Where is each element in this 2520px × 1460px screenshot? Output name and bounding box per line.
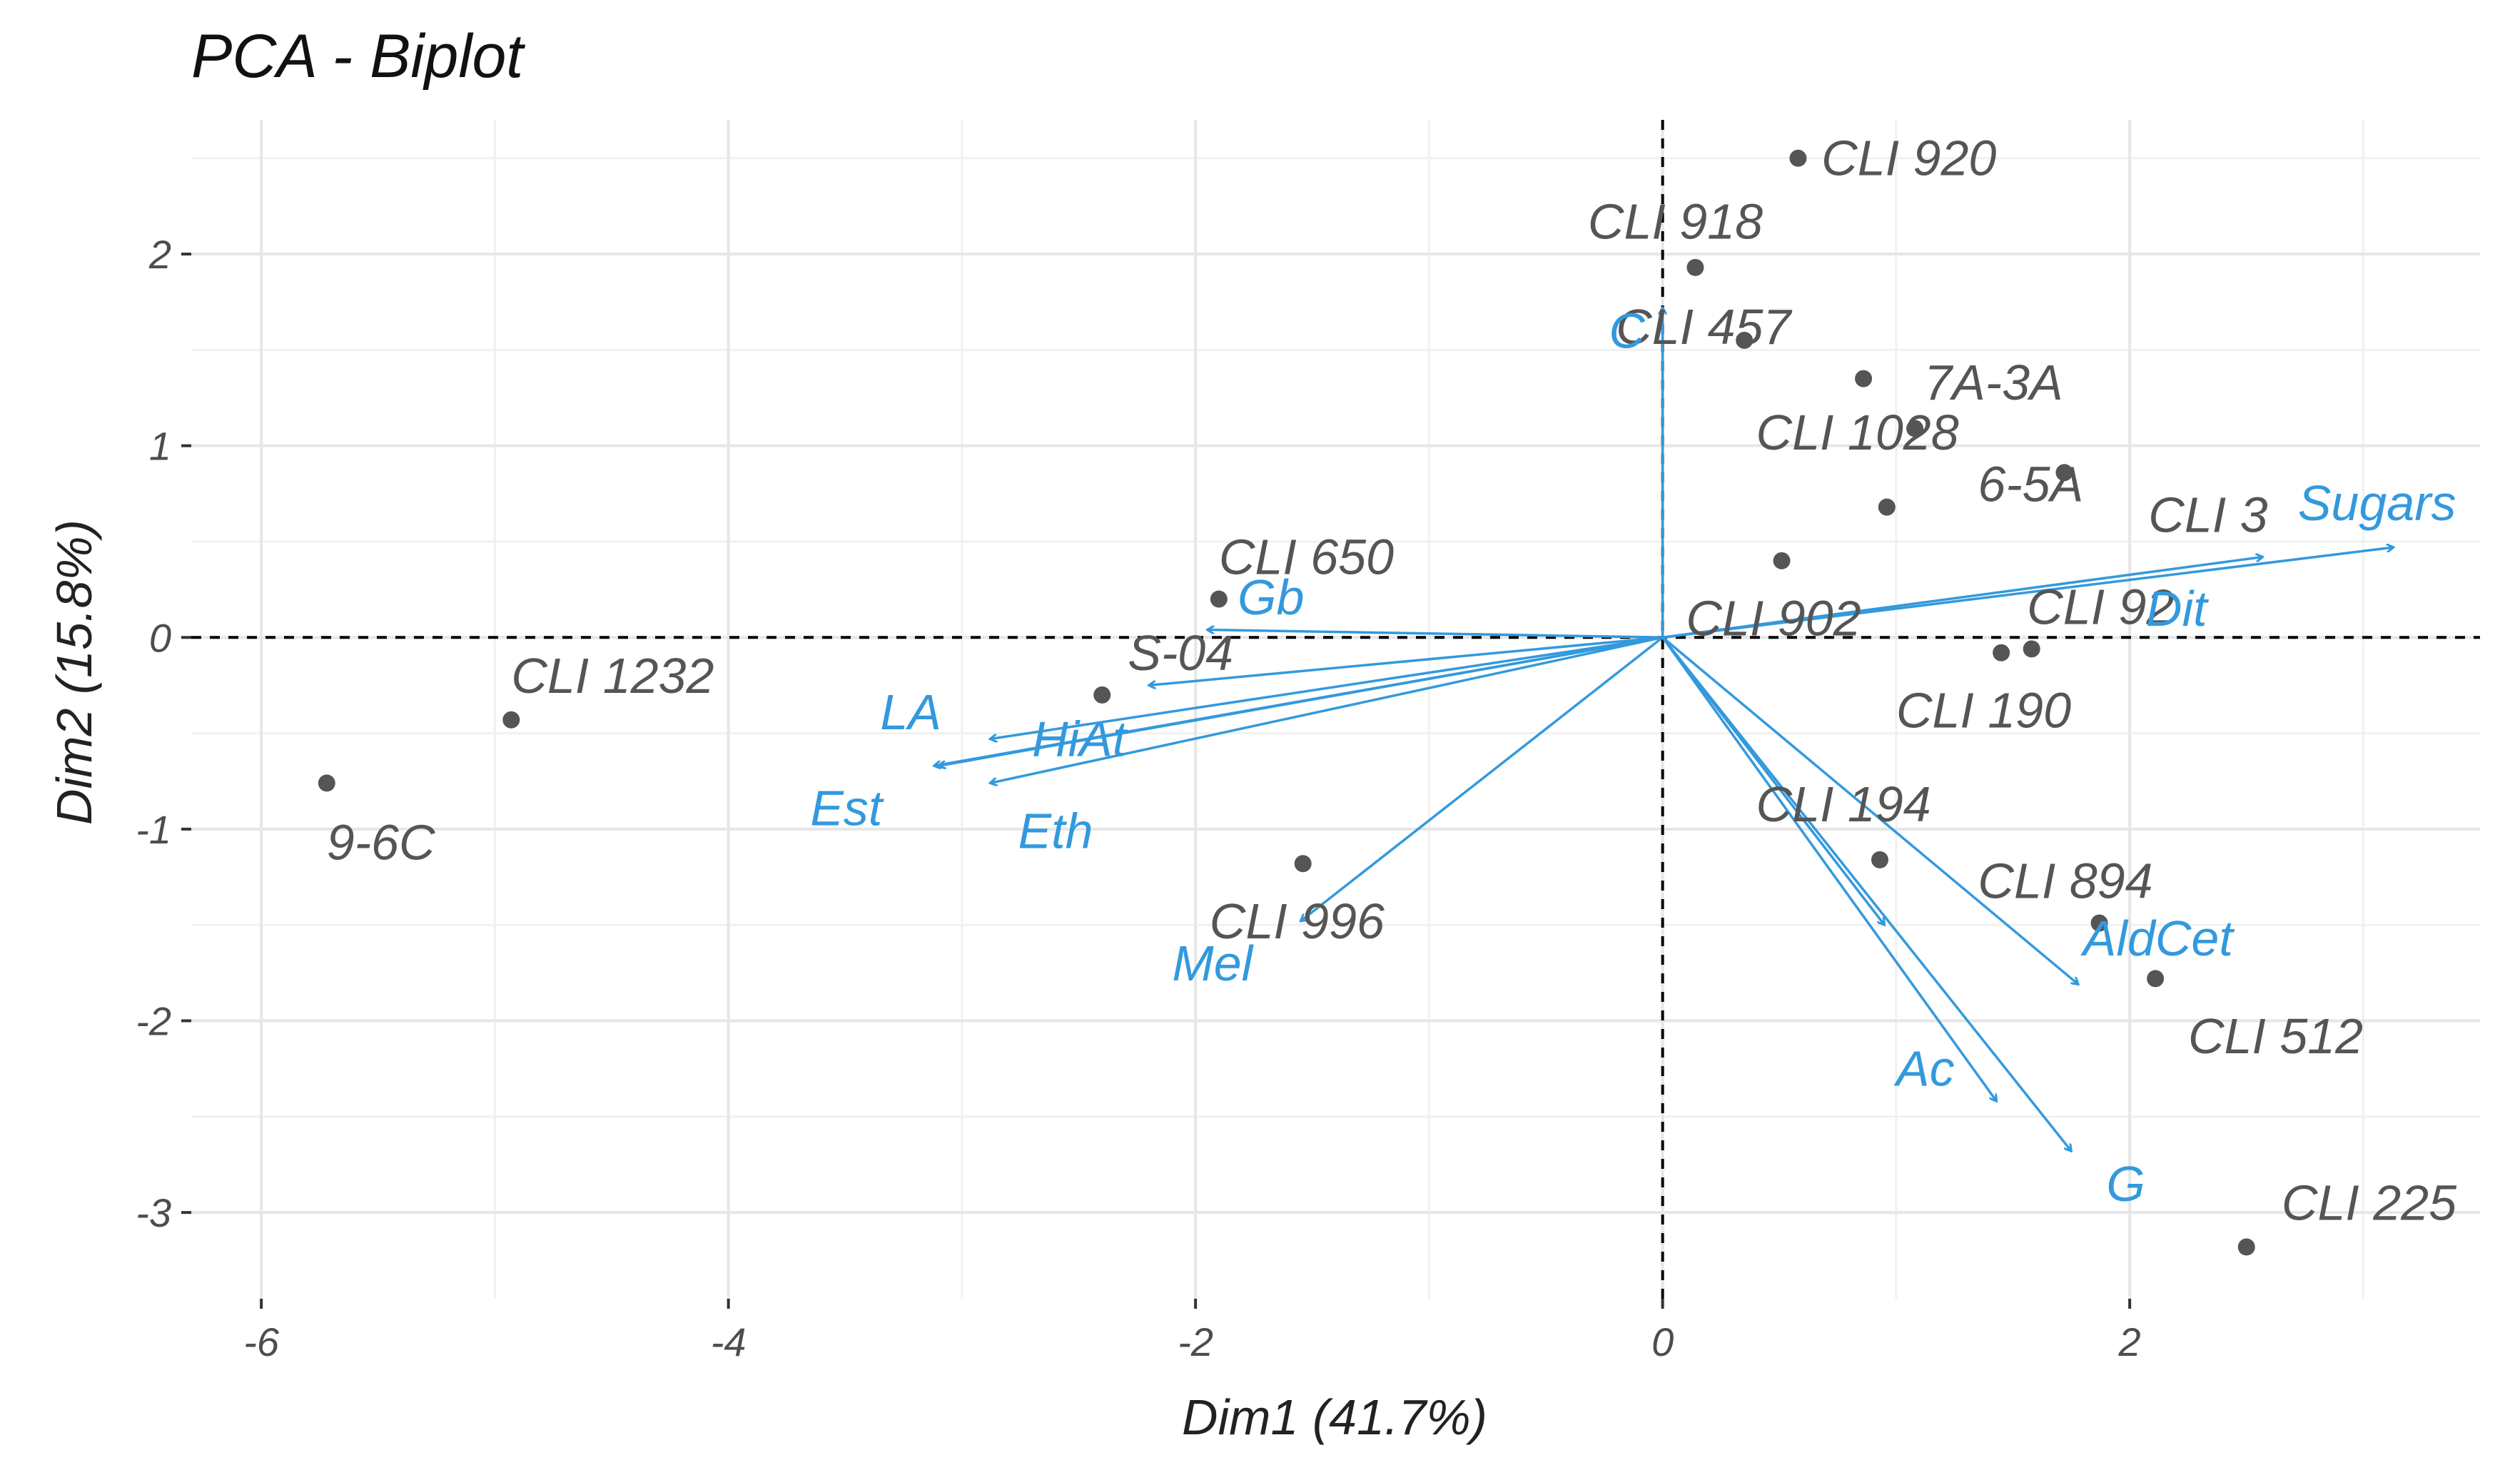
variable-arrow	[1662, 547, 2394, 639]
individual-label: CLI 190	[1896, 682, 2071, 738]
variable-arrow	[1661, 637, 2072, 1151]
x-tick-label: 0	[1651, 1319, 1674, 1364]
y-tick-label: -2	[136, 999, 171, 1044]
x-tick-label: -6	[243, 1319, 280, 1364]
individual-label: CLI 1232	[511, 648, 714, 704]
variable-label: Sugars	[2298, 475, 2456, 531]
individual-point	[1773, 552, 1791, 569]
individual-label: CLI 894	[1978, 853, 2152, 908]
individual-point	[1993, 644, 2010, 661]
individual-label: S-04	[1128, 625, 1233, 681]
individual-label: 9-6C	[327, 815, 435, 871]
variable-arrow	[1661, 637, 1997, 1101]
individual-label: CLI 92	[2027, 579, 2174, 634]
individual-label: CLI 194	[1756, 776, 1931, 832]
variable-label: Eth	[1018, 803, 1093, 859]
individual-point	[1210, 590, 1228, 608]
variable-arrows	[934, 308, 2394, 1151]
individual-label: CLI 3	[2148, 487, 2267, 542]
variable-arrow	[938, 636, 1663, 766]
individual-point	[2237, 1238, 2255, 1256]
variable-labels: Sugars Dit C Gb LA HiAt Est Eth Mel AldCet Ac G	[810, 303, 2456, 1211]
variable-arrow	[1300, 636, 1664, 921]
individual-point	[1093, 686, 1111, 704]
variable-arrow	[1661, 636, 2078, 984]
x-tick-label: -2	[1178, 1319, 1213, 1364]
individual-point	[2023, 640, 2040, 658]
individual-point	[1789, 149, 1807, 167]
x-tick-label: -4	[711, 1319, 747, 1364]
y-tick-label: 1	[149, 424, 171, 469]
variable-label: LA	[880, 684, 941, 740]
individual-label: 7A-3A	[1924, 355, 2063, 410]
individual-label: CLI 996	[1210, 893, 1385, 949]
variable-arrow	[990, 636, 1664, 783]
individual-point	[1294, 855, 1312, 873]
grid-lines	[191, 120, 2480, 1299]
individual-label: CLI 650	[1219, 529, 1394, 584]
individual-label: CLI 1028	[1756, 405, 1959, 460]
individual-point	[1906, 420, 1924, 437]
variable-label: Dit	[2146, 581, 2209, 637]
variable-label: G	[2106, 1156, 2145, 1212]
variable-label: Est	[810, 780, 884, 836]
individual-point	[1855, 370, 1873, 387]
x-tick-label: 2	[2118, 1319, 2141, 1364]
individual-label: CLI 902	[1686, 590, 1861, 646]
variable-arrow	[1661, 637, 1885, 925]
variable-label: AldCet	[2080, 911, 2235, 966]
y-axis-title: Dim2 (15.8%)	[46, 519, 102, 825]
individual-label: CLI 457	[1616, 299, 1793, 355]
individual-label: CLI 918	[1588, 193, 1763, 249]
variable-label: C	[1609, 303, 1645, 358]
individual-label: CLI 920	[1821, 131, 1996, 186]
individual-label: CLI 512	[2188, 1008, 2363, 1064]
individual-point	[1878, 498, 1896, 516]
axis-ticks: -6 -4 -2 0 2 -3 -2 -1 0 1 2	[136, 232, 2141, 1364]
variable-label: HiAt	[1032, 711, 1128, 767]
variable-label: Ac	[1893, 1041, 1955, 1097]
variable-arrow	[1662, 557, 2263, 639]
individual-point	[1871, 851, 1888, 868]
chart-title: PCA - Biplot	[191, 22, 525, 91]
y-tick-label: -3	[136, 1190, 171, 1235]
individual-point	[1736, 331, 1754, 349]
individual-label: CLI 225	[2282, 1175, 2457, 1231]
individual-point	[1686, 258, 1704, 276]
individual-point	[2055, 464, 2073, 482]
variable-arrow	[1208, 630, 1663, 639]
individual-point	[2147, 970, 2165, 988]
y-tick-label: 0	[149, 615, 171, 660]
y-tick-label: -1	[136, 807, 171, 852]
individual-points	[318, 149, 2255, 1256]
individual-point	[502, 711, 520, 729]
variable-arrow	[1149, 636, 1663, 685]
individual-label: 6-5A	[1978, 456, 2083, 512]
variable-arrow	[990, 636, 1663, 739]
individual-point	[2090, 914, 2108, 932]
variable-label: Gb	[1238, 569, 1304, 625]
individual-point	[318, 774, 335, 792]
x-axis-title: Dim1 (41.7%)	[1182, 1389, 1487, 1445]
variable-label: Mel	[1172, 936, 1254, 991]
y-tick-label: 2	[148, 232, 171, 277]
